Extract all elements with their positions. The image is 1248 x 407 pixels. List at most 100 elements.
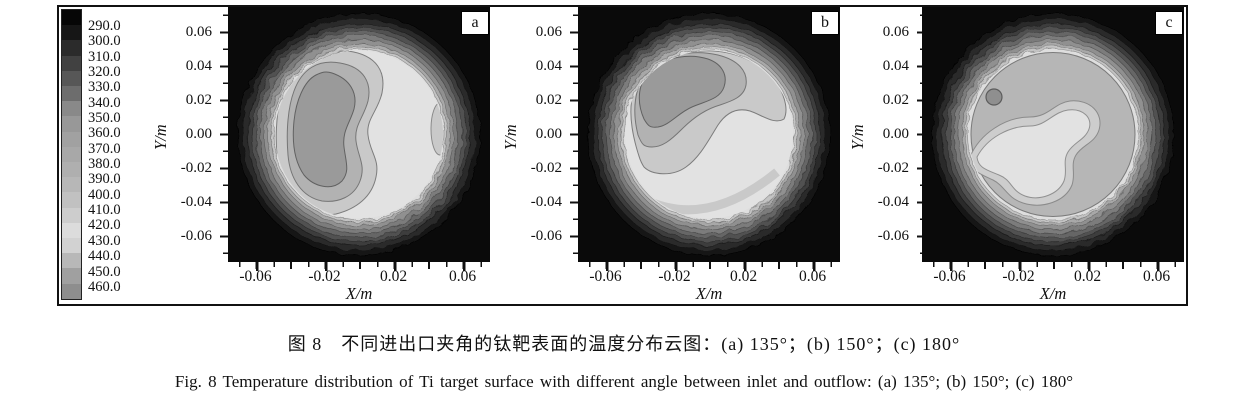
caption-english: Fig. 8 Temperature distribution of Ti ta… [174, 372, 1074, 391]
y-tick-label: 0.04 [882, 58, 909, 74]
x-tick-label: 0.06 [798, 268, 827, 285]
x-tick-label: -0.02 [658, 268, 691, 285]
x-axis-major-ticks [578, 262, 840, 271]
colorbar-block [62, 40, 81, 56]
y-tick-labels: 0.06 0.04 0.02 0.00 -0.02 -0.04 -0.06 [514, 23, 562, 245]
x-axis-title: X/m [695, 284, 723, 303]
y-axis-major-ticks [570, 7, 578, 262]
contour-plot-b [578, 7, 840, 262]
x-tick-label: -0.02 [1002, 268, 1035, 285]
panel-letter-b: b [811, 11, 839, 35]
colorbar-tick-label: 400.0 [88, 186, 121, 203]
y-tick-label: -0.04 [877, 194, 909, 210]
colorbar-block [62, 283, 81, 299]
colorbar-block [62, 177, 81, 193]
colorbar-tick-label: 350.0 [88, 110, 121, 127]
colorbar-tick-label: 460.0 [88, 278, 121, 295]
colorbar-block [62, 238, 81, 254]
colorbar-tick-label: 290.0 [88, 18, 121, 34]
colorbar-block [62, 116, 81, 132]
y-tick-label: 0.02 [185, 92, 212, 108]
y-tick-label: 0.06 [882, 24, 909, 40]
y-tick-label: 0.06 [185, 24, 212, 40]
colorbar-block [62, 207, 81, 223]
y-tick-label: 0.02 [535, 92, 562, 108]
colorbar-tick-label: 430.0 [88, 232, 121, 249]
y-tick-label: -0.06 [180, 228, 212, 244]
y-tick-labels: 0.06 0.04 0.02 0.00 -0.02 -0.04 -0.06 [164, 23, 212, 245]
y-axis-major-ticks [917, 7, 925, 262]
y-tick-label: 0.04 [185, 58, 212, 74]
colorbar-tick-label: 440.0 [88, 248, 121, 265]
colorbar-tick-label: 370.0 [88, 140, 121, 157]
colorbar-block [62, 86, 81, 102]
colorbar-block [62, 55, 81, 71]
x-tick-labels: -0.06 -0.02 0.02 0.06 [571, 268, 847, 285]
colorbar-tick-label: 380.0 [88, 156, 121, 173]
panel-letter-a: a [461, 11, 489, 35]
colorbar-block [62, 70, 81, 87]
y-tick-label: -0.06 [530, 228, 562, 244]
x-tick-label: 0.06 [448, 268, 477, 285]
y-tick-label: 0.00 [185, 126, 212, 142]
x-tick-labels: -0.06 -0.02 0.02 0.06 [915, 268, 1191, 285]
colorbar-tick-label: 420.0 [88, 217, 121, 234]
colorbar-labels: 290.0 300.0 310.0 320.0 330.0 340.0 350.0 360.0… [88, 19, 142, 295]
colorbar-block [62, 25, 81, 41]
x-tick-label: 0.02 [379, 268, 408, 285]
x-tick-label: -0.02 [308, 268, 341, 285]
colorbar-tick-label: 340.0 [88, 94, 121, 111]
colorbar-block [62, 162, 81, 178]
colorbar-block [62, 222, 81, 239]
x-tick-label: 0.02 [1073, 268, 1102, 285]
x-axis-title: X/m [1039, 284, 1067, 303]
x-tick-label: -0.06 [239, 268, 272, 285]
y-tick-label: -0.04 [180, 194, 212, 210]
y-tick-labels: 0.06 0.04 0.02 0.00 -0.02 -0.04 -0.06 [861, 23, 909, 245]
x-tick-labels: -0.06 -0.02 0.02 0.06 [221, 268, 497, 285]
colorbar-block [62, 10, 81, 26]
colorbar-tick-label: 300.0 [88, 33, 121, 50]
y-tick-label: -0.02 [180, 160, 212, 176]
y-tick-label: 0.00 [882, 126, 909, 142]
colorbar-tick-label: 390.0 [88, 171, 121, 188]
contour-plot-a [228, 7, 490, 262]
interior-temperature-field [969, 50, 1137, 219]
y-tick-label: -0.06 [877, 228, 909, 244]
colorbar-block [62, 146, 81, 163]
colorbar-block [62, 253, 81, 269]
x-tick-label: 0.06 [1142, 268, 1171, 285]
colorbar-tick-label: 330.0 [88, 79, 121, 96]
colorbar [61, 9, 82, 300]
y-tick-label: 0.00 [535, 126, 562, 142]
x-tick-label: -0.06 [933, 268, 966, 285]
colorbar-block [62, 131, 81, 147]
y-tick-label: 0.02 [882, 92, 909, 108]
x-axis-major-ticks [228, 262, 490, 271]
x-axis-major-ticks [922, 262, 1184, 271]
colorbar-block [62, 101, 81, 117]
colorbar-tick-label: 310.0 [88, 48, 121, 65]
y-tick-label: 0.04 [535, 58, 562, 74]
caption-chinese: 图 8 不同进出口夹角的钛靶表面的温度分布云图：(a) 135°；(b) 150… [287, 334, 961, 354]
x-axis-title: X/m [345, 284, 373, 303]
interior-temperature-field [625, 50, 793, 219]
y-tick-label: -0.04 [530, 194, 562, 210]
interior-temperature-field [275, 50, 443, 219]
colorbar-tick-label: 410.0 [88, 202, 121, 219]
figure-panel-area: 290.0 300.0 310.0 320.0 330.0 340.0 350.0 360.0… [57, 5, 1188, 306]
y-tick-label: 0.06 [535, 24, 562, 40]
y-tick-label: -0.02 [877, 160, 909, 176]
colorbar-tick-label: 360.0 [88, 125, 121, 142]
colorbar-block [62, 192, 81, 208]
colorbar-tick-label: 450.0 [88, 263, 121, 280]
y-axis-major-ticks [220, 7, 228, 262]
x-tick-label: 0.02 [729, 268, 758, 285]
colorbar-block [62, 268, 81, 284]
x-tick-label: -0.06 [589, 268, 622, 285]
contour-plot-c [922, 7, 1184, 262]
panel-letter-c: c [1155, 11, 1183, 35]
y-tick-label: -0.02 [530, 160, 562, 176]
colorbar-tick-label: 320.0 [88, 64, 121, 81]
